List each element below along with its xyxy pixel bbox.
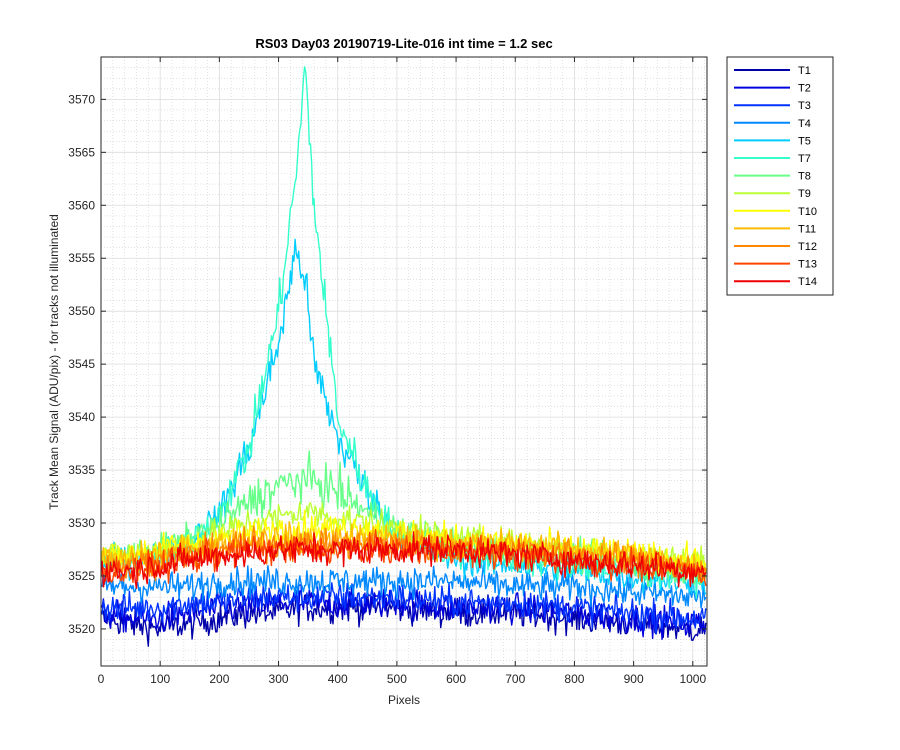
plot-frame — [100, 56, 708, 667]
legend-label-t13: T13 — [798, 259, 817, 271]
x-tick-label: 600 — [446, 672, 466, 686]
series-line-t4 — [101, 564, 707, 609]
x-tick-label: 1000 — [679, 672, 706, 686]
legend-label-t5: T5 — [798, 135, 811, 147]
series-lines — [101, 66, 707, 647]
y-tick-label: 3540 — [68, 410, 95, 424]
series-line-t2 — [101, 583, 706, 640]
legend-label-t12: T12 — [798, 241, 817, 253]
y-tick-label: 3530 — [68, 516, 95, 530]
y-tick-label: 3560 — [68, 198, 95, 212]
legend-label-t2: T2 — [798, 83, 811, 95]
x-tick-label: 200 — [209, 672, 229, 686]
series-line-t7 — [101, 66, 707, 599]
y-tick-label: 3570 — [68, 92, 95, 106]
y-tick-label: 3555 — [68, 251, 95, 265]
y-tick-label: 3520 — [68, 622, 95, 636]
y-tick-label: 3525 — [68, 569, 95, 583]
series-line-t14 — [101, 531, 707, 589]
axis-ticks: 0 100 200 300 400 500 600 700 800 900 1000 3520 3525… — [68, 57, 707, 686]
x-tick-label: 300 — [269, 672, 289, 686]
x-tick-label: 0 — [98, 672, 105, 686]
x-tick-label: 900 — [624, 672, 644, 686]
legend-label-t1: T1 — [798, 65, 811, 77]
legend-label-t11: T11 — [798, 223, 816, 235]
legend-label-t9: T9 — [798, 188, 811, 200]
x-tick-label: 100 — [150, 672, 170, 686]
legend-label-t3: T3 — [798, 100, 811, 112]
x-axis-label: Pixels — [388, 693, 420, 707]
y-tick-label: 3545 — [68, 357, 95, 371]
series-line-t3 — [101, 582, 707, 635]
chart-title: RS03 Day03 20190719-Lite-016 int time = … — [255, 36, 552, 51]
x-tick-label: 800 — [564, 672, 584, 686]
legend-label-t14: T14 — [798, 276, 817, 288]
legend-label-t7: T7 — [798, 153, 811, 165]
y-tick-label: 3550 — [68, 304, 95, 318]
x-tick-label: 400 — [328, 672, 348, 686]
x-tick-label: 500 — [387, 672, 407, 686]
y-tick-label: 3535 — [68, 463, 95, 477]
legend-label-t10: T10 — [798, 206, 817, 218]
legend-label-t8: T8 — [798, 171, 811, 183]
y-axis-label: Track Mean Signal (ADU/pix) - for tracks… — [47, 214, 61, 510]
x-tick-label: 700 — [505, 672, 525, 686]
legend: T1 T2 T3 T4 T5 T7 T8 T9 T10 T11 T12 T13 T14 — [726, 56, 834, 296]
legend-label-t4: T4 — [798, 118, 811, 130]
y-tick-label: 3565 — [68, 145, 95, 159]
